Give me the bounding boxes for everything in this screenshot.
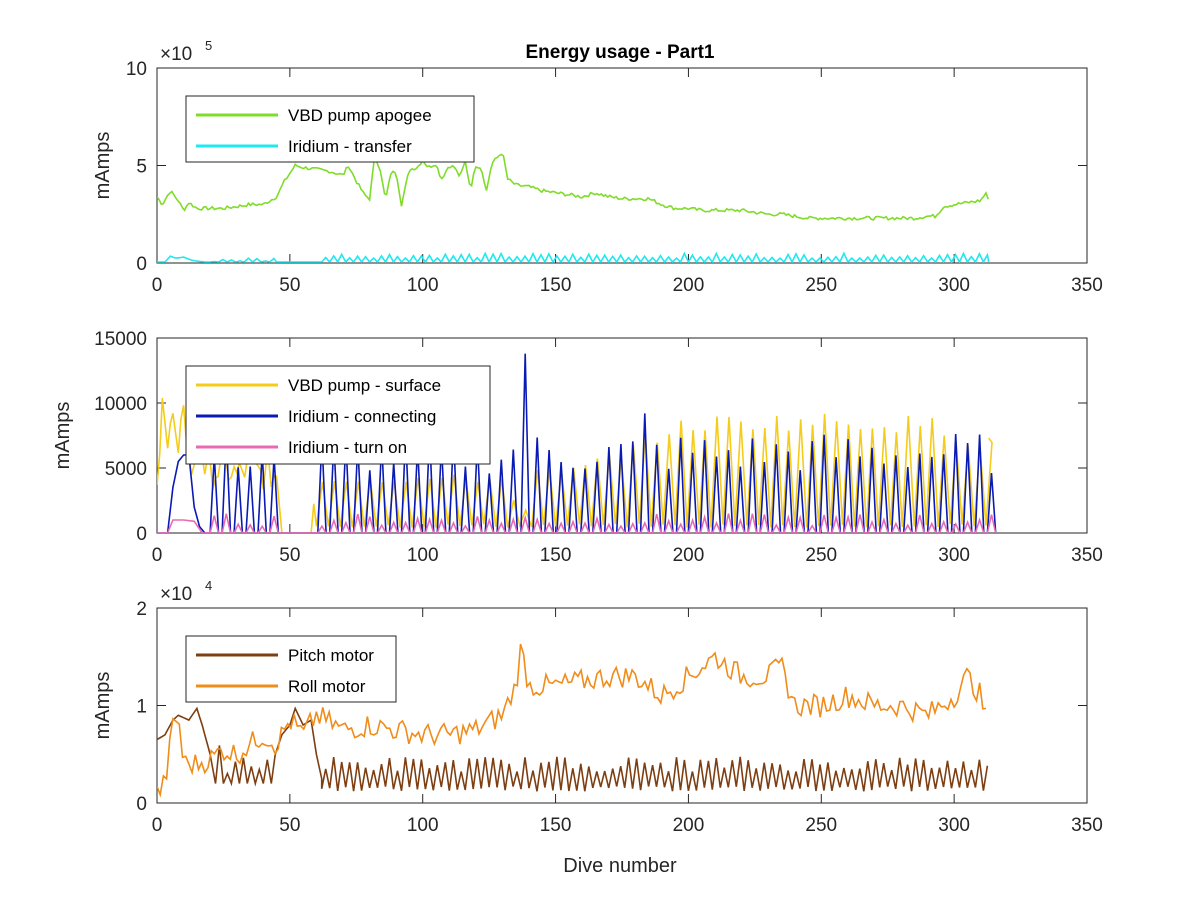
x-tick-label: 250 — [805, 815, 837, 836]
legend: Pitch motor Roll motor — [185, 635, 397, 703]
y-multiplier: ×10 — [160, 44, 192, 65]
series-line-pitch-motor — [157, 706, 989, 792]
y-multiplier: ×10 — [160, 584, 192, 605]
panel-top: 0 50 100 150 200 250 300 350 0 5 10 ×10 5 mAmps VBD pu… — [92, 38, 1103, 296]
panel-bottom: 0 50 100 150 200 250 300 350 0 1 2 ×10 4 mAmps Pitch m… — [92, 578, 1103, 836]
y-tick-label: 2 — [136, 599, 147, 620]
y-tick-label: 0 — [136, 524, 147, 545]
legend-label: VBD pump - surface — [288, 376, 441, 395]
y-multiplier-exponent: 5 — [205, 38, 212, 53]
legend-label: Iridium - transfer — [288, 137, 412, 156]
y-axis-label: mAmps — [52, 402, 74, 470]
x-tick-label: 0 — [152, 545, 163, 566]
legend-box — [185, 635, 397, 703]
x-tick-label: 300 — [938, 275, 970, 296]
x-tick-label: 50 — [279, 545, 300, 566]
series-line-iridium-transfer — [157, 251, 990, 263]
legend-label: Roll motor — [288, 677, 366, 696]
x-tick-label: 100 — [407, 815, 439, 836]
x-tick-label: 0 — [152, 275, 163, 296]
x-tick-label: 50 — [279, 815, 300, 836]
legend-label: Pitch motor — [288, 646, 374, 665]
panel-middle: 0 50 100 150 200 250 300 350 0 5000 10000 15000 mAmp… — [52, 329, 1103, 566]
legend-label: Iridium - turn on — [288, 438, 407, 457]
legend-label: Iridium - connecting — [288, 407, 436, 426]
x-tick-label: 150 — [540, 275, 572, 296]
y-tick-label: 10000 — [94, 394, 147, 415]
y-tick-label: 10 — [126, 59, 147, 80]
x-tick-label: 350 — [1071, 275, 1103, 296]
legend: VBD pump - surface Iridium - connecting Ir… — [185, 365, 491, 465]
y-tick-label: 1 — [136, 697, 147, 718]
y-tick-label: 15000 — [94, 329, 147, 350]
x-tick-label: 0 — [152, 815, 163, 836]
x-tick-label: 200 — [673, 815, 705, 836]
x-tick-label: 150 — [540, 815, 572, 836]
legend-box — [185, 95, 475, 163]
y-axis-label: mAmps — [92, 132, 114, 200]
y-tick-label: 0 — [136, 794, 147, 815]
series-line-vbd-pump-apogee — [157, 153, 989, 221]
x-tick-label: 50 — [279, 275, 300, 296]
x-tick-label: 250 — [805, 275, 837, 296]
y-tick-label: 0 — [136, 254, 147, 275]
y-tick-label: 5000 — [105, 459, 147, 480]
x-tick-label: 250 — [805, 545, 837, 566]
series-line-roll-motor — [157, 643, 987, 798]
series-line-iridium-connecting — [157, 353, 997, 533]
x-axis-label: Dive number — [563, 855, 677, 877]
y-tick-label: 5 — [136, 157, 147, 178]
series-line-vbd-pump-surface — [157, 398, 993, 533]
x-tick-label: 100 — [407, 545, 439, 566]
x-tick-label: 200 — [673, 275, 705, 296]
x-tick-label: 100 — [407, 275, 439, 296]
figure-title: Energy usage - Part1 — [525, 42, 714, 63]
legend: VBD pump apogee Iridium - transfer — [185, 95, 475, 163]
x-tick-label: 350 — [1071, 545, 1103, 566]
legend-label: VBD pump apogee — [288, 106, 432, 125]
x-tick-label: 150 — [540, 545, 572, 566]
x-tick-label: 300 — [938, 545, 970, 566]
x-tick-label: 300 — [938, 815, 970, 836]
x-tick-label: 200 — [673, 545, 705, 566]
y-multiplier-exponent: 4 — [205, 578, 212, 593]
x-tick-label: 350 — [1071, 815, 1103, 836]
y-axis-label: mAmps — [92, 672, 114, 740]
